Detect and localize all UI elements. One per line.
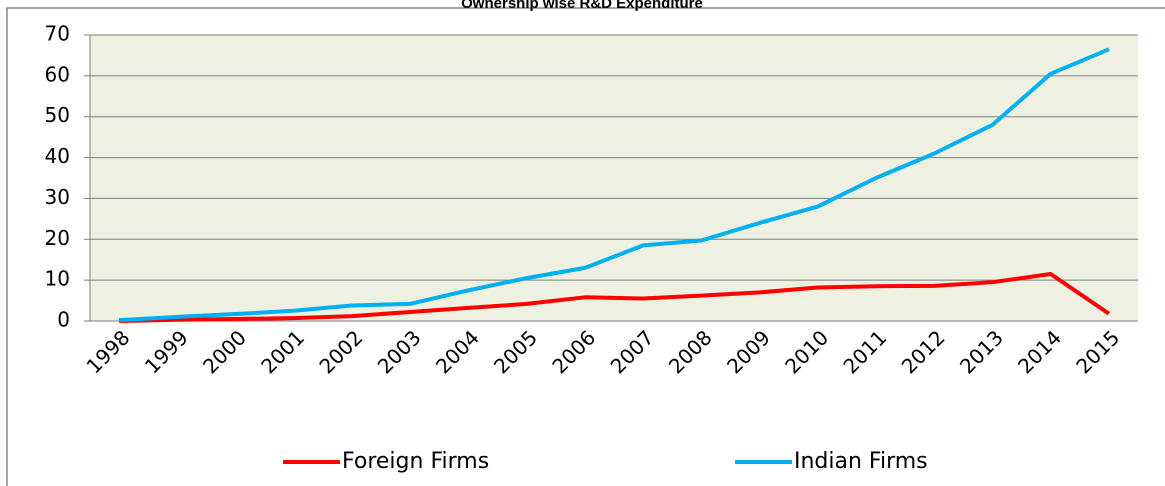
plot-area (90, 35, 1138, 321)
x-tick-label: 2002 (314, 325, 367, 378)
y-tick-label: 30 (45, 185, 70, 209)
x-tick-label: 2009 (722, 325, 775, 378)
x-tick-label: 2015 (1071, 325, 1124, 378)
y-tick-label: 0 (57, 308, 70, 332)
legend-label: Foreign Firms (342, 449, 489, 474)
y-tick-label: 10 (45, 267, 70, 291)
line-series (118, 47, 1110, 323)
x-tick-label: 2006 (547, 325, 600, 378)
x-tick-label: 2007 (606, 325, 659, 378)
x-tick-label: 2004 (431, 325, 484, 378)
y-tick-label: 60 (45, 62, 70, 86)
x-tick-label: 2013 (955, 325, 1008, 378)
y-tick-label: 20 (45, 226, 70, 250)
x-tick-label: 2010 (780, 325, 833, 378)
y-tick-label: 40 (45, 144, 70, 168)
x-tick-label: 2014 (1013, 325, 1066, 378)
x-tick-label: 2003 (373, 325, 426, 378)
y-tick-label: 50 (45, 103, 70, 127)
legend-label: Indian Firms (794, 449, 928, 474)
chart-border (6, 7, 1165, 486)
x-tick-label: 2008 (664, 325, 717, 378)
y-tick-label: 70 (45, 22, 70, 46)
x-tick-label: 2000 (198, 325, 251, 378)
x-tick-label: 2001 (256, 325, 309, 378)
x-tick-label: 1999 (140, 325, 193, 378)
chart-title: Ownership wise R&D Expenditure (461, 0, 703, 12)
x-tick-label: 2012 (897, 325, 950, 378)
x-tick-label: 1998 (82, 325, 135, 378)
x-tick-label: 2005 (489, 325, 542, 378)
line-series (119, 272, 1111, 323)
x-tick-label: 2011 (838, 325, 891, 378)
